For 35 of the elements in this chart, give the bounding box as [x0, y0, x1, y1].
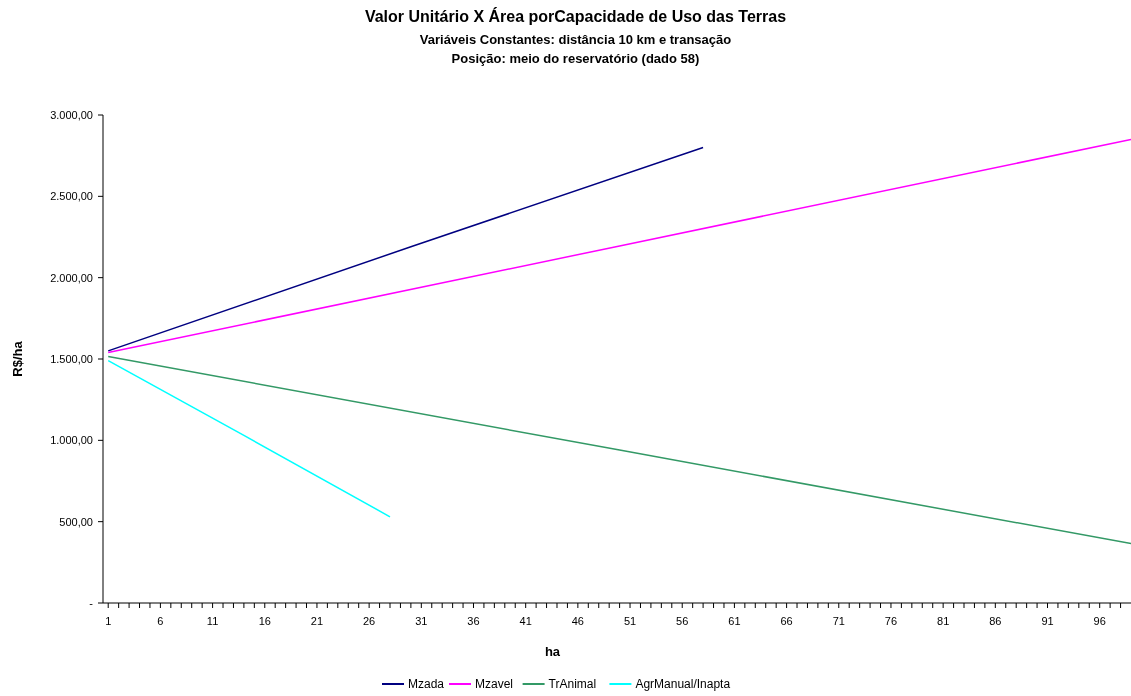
x-tick-label: 76 — [884, 615, 898, 627]
x-tick-label: 21 — [310, 615, 324, 627]
x-tick-label: 66 — [780, 615, 793, 627]
y-tick-label: 2.000,00 — [50, 271, 93, 284]
x-tick-label: 11 — [206, 615, 219, 627]
y-tick-label: 2.500,00 — [50, 190, 93, 203]
x-tick-label: 61 — [728, 615, 741, 627]
x-axis-title: ha — [544, 644, 561, 659]
x-tick-label: 6 — [157, 615, 164, 627]
y-tick-label: 3.000,00 — [50, 109, 93, 121]
y-tick-label: 1.500,00 — [50, 353, 93, 365]
x-tick-label: 1 — [105, 615, 112, 627]
x-tick-label: 31 — [415, 615, 428, 627]
x-tick-label: 56 — [676, 615, 689, 627]
x-tick-label: 16 — [258, 615, 271, 627]
x-tick-label: 26 — [363, 615, 376, 627]
legend-label: AgrManual/Inapta — [635, 677, 731, 691]
x-tick-label: 91 — [1041, 615, 1054, 627]
x-tick-label: 86 — [989, 615, 1002, 627]
x-tick-label: 96 — [1093, 615, 1106, 627]
x-tick-label: 81 — [937, 615, 950, 627]
y-tick-label: 1.000,00 — [50, 434, 93, 447]
chart-title: Valor Unitário X Área porCapacidade de Uso das Terras — [364, 7, 787, 25]
x-tick-label: 51 — [623, 615, 637, 627]
legend-label: TrAnimal — [548, 677, 597, 691]
x-tick-label: 36 — [467, 615, 480, 627]
x-tick-label: 41 — [519, 615, 532, 627]
y-axis-title: R$/ha — [10, 340, 25, 377]
x-tick-label: 71 — [832, 615, 845, 627]
legend-label: Mzavel — [475, 677, 514, 691]
y-tick-label: 500,00 — [59, 515, 93, 528]
x-tick-label: 46 — [571, 615, 584, 627]
y-tick-label: - — [89, 597, 94, 609]
legend-label: Mzada — [408, 677, 445, 691]
chart-subtitle: Variáveis Constantes: distância 10 km e transação Posição: meio do reservatório (dado 58) — [419, 32, 732, 66]
